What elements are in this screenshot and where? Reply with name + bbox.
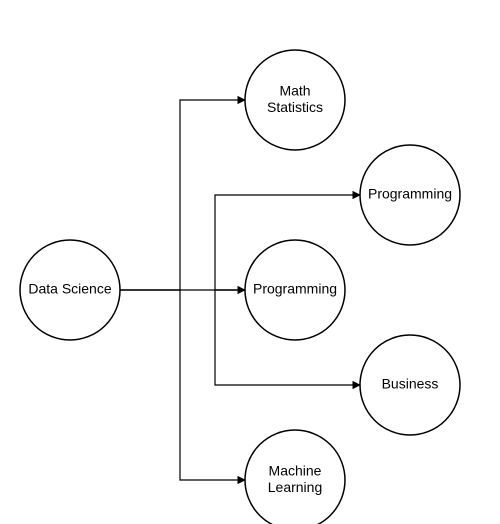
node-label-math-1: Statistics: [267, 99, 323, 115]
node-label-ml-0: Machine: [269, 463, 322, 479]
node-root: Data Science: [20, 240, 120, 340]
node-label-ml-1: Learning: [268, 479, 323, 495]
node-label-prog1-0: Programming: [368, 186, 452, 202]
node-label-biz-0: Business: [382, 376, 439, 392]
node-prog1: Programming: [360, 145, 460, 245]
node-label-prog2-0: Programming: [253, 281, 337, 297]
node-label-math-0: Math: [279, 83, 310, 99]
node-biz: Business: [360, 335, 460, 435]
node-ml: MachineLearning: [245, 430, 345, 524]
diagram-canvas: Data Science MathStatistics Programming Pro…: [0, 0, 500, 524]
node-label-root-0: Data Science: [28, 281, 111, 297]
node-math: MathStatistics: [245, 50, 345, 150]
node-prog2: Programming: [245, 240, 345, 340]
